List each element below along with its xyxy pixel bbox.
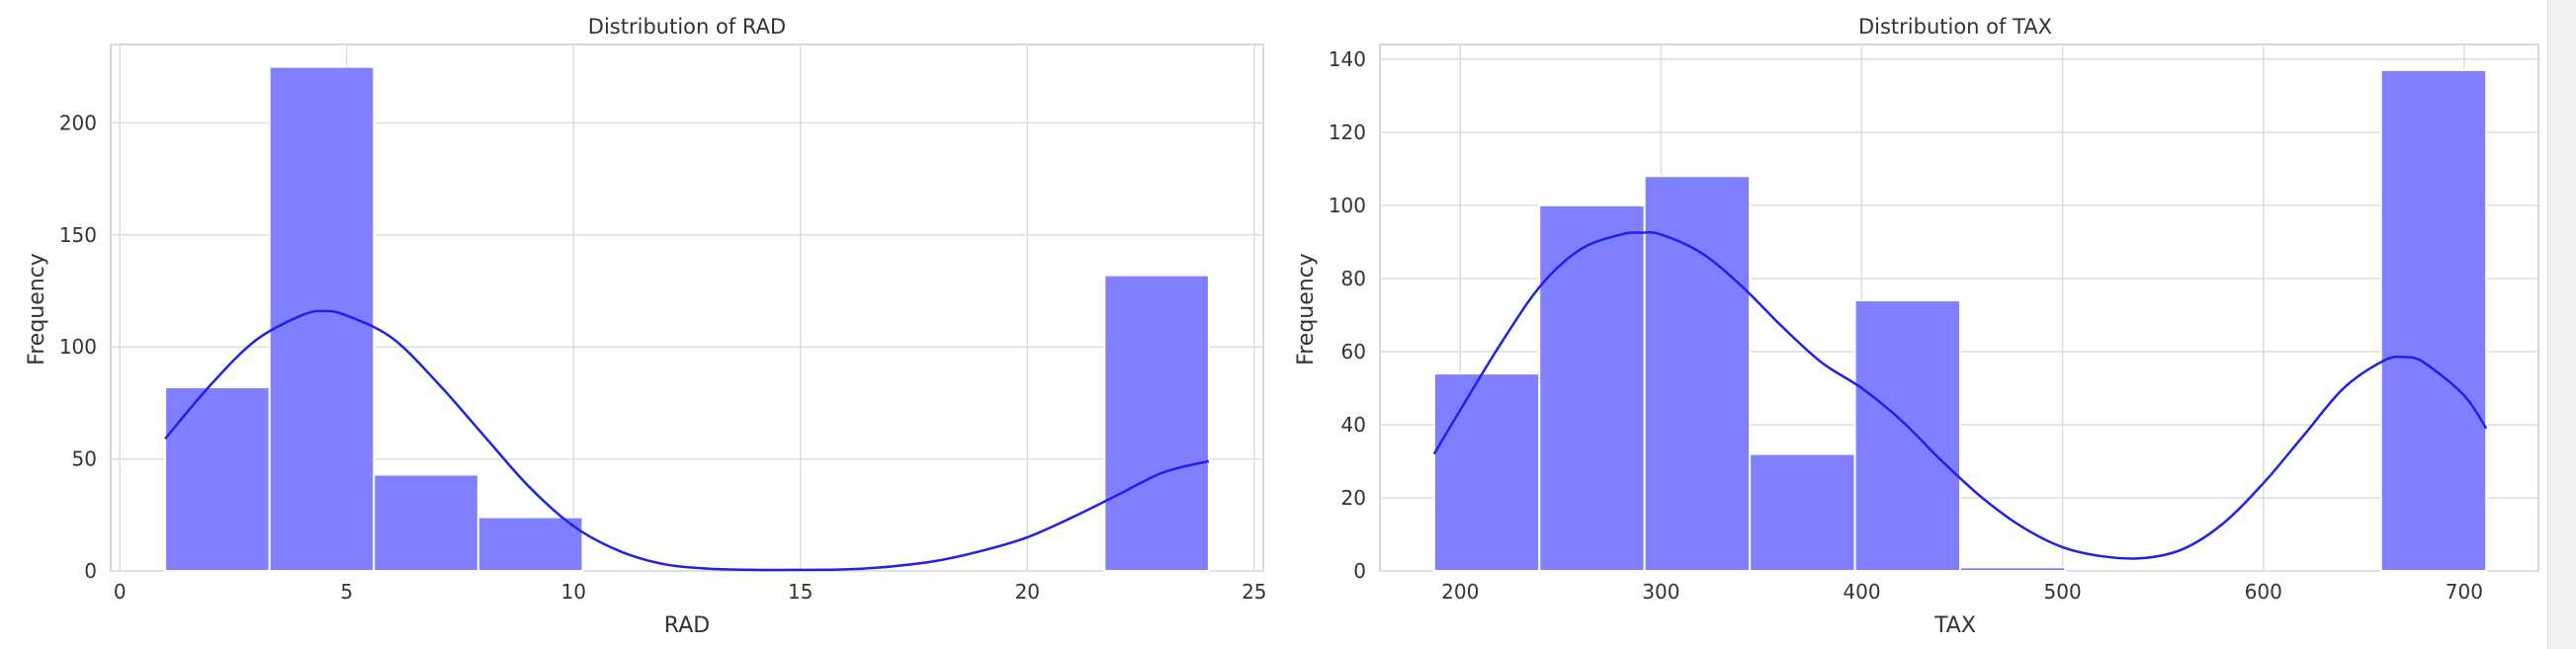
rad-x-tick-label: 20 bbox=[1015, 580, 1040, 604]
rad-histogram-bar bbox=[164, 386, 271, 572]
tax-histogram-bar bbox=[1959, 566, 2067, 572]
tax-histogram-bar bbox=[2379, 68, 2488, 572]
tax-histogram-bar bbox=[1853, 299, 1962, 572]
tax-x-tick-label: 500 bbox=[2044, 580, 2082, 604]
tax-y-tick-label: 100 bbox=[1329, 194, 1366, 217]
rad-x-tick-label: 5 bbox=[340, 580, 353, 604]
rad-histogram-bar bbox=[1103, 274, 1210, 572]
tax-chart-title: Distribution of TAX bbox=[1858, 15, 2052, 39]
rad-chart-title: Distribution of RAD bbox=[588, 15, 786, 39]
tax-histogram-chart: 0 20 40 60 80 100 120 140 200 300 400 500 600 700 Dis… bbox=[1294, 15, 2539, 638]
tax-x-tick-label: 400 bbox=[1843, 580, 1880, 604]
tax-y-tick-label: 60 bbox=[1341, 340, 1366, 364]
tax-x-tick-label: 200 bbox=[1441, 580, 1479, 604]
tax-x-axis-label: TAX bbox=[1933, 613, 1976, 638]
rad-y-tick-label: 0 bbox=[84, 559, 97, 583]
rad-histogram-bar bbox=[373, 473, 479, 573]
tax-y-tick-label: 20 bbox=[1341, 486, 1366, 510]
rad-kde-line bbox=[164, 309, 1210, 572]
tax-kde-line bbox=[1432, 231, 2488, 560]
tax-histogram-bar bbox=[1749, 452, 1856, 572]
tax-y-tick-label: 0 bbox=[1353, 559, 1366, 583]
tax-histogram-bar bbox=[1538, 203, 1646, 572]
tax-y-tick-label: 40 bbox=[1341, 413, 1366, 437]
rad-x-axis-label: RAD bbox=[664, 613, 710, 638]
tax-x-tick-label: 700 bbox=[2446, 580, 2483, 604]
rad-x-tick-label: 15 bbox=[788, 580, 813, 604]
rad-plot-area: 0 50 100 150 200 0 5 10 15 20 25 bbox=[59, 43, 1267, 604]
tax-histogram-bar bbox=[1432, 372, 1541, 572]
tax-plot-area: 0 20 40 60 80 100 120 140 200 300 400 500 600 700 bbox=[1329, 43, 2539, 604]
rad-y-tick-label: 150 bbox=[59, 223, 97, 247]
tax-y-tick-label: 120 bbox=[1329, 121, 1366, 144]
rad-x-tick-label: 0 bbox=[114, 580, 127, 604]
tax-y-tick-label: 80 bbox=[1341, 267, 1366, 290]
rad-y-tick-label: 200 bbox=[59, 111, 97, 134]
rad-y-tick-label: 50 bbox=[72, 447, 97, 471]
tax-x-tick-label: 300 bbox=[1642, 580, 1679, 604]
rad-x-tick-label: 10 bbox=[561, 580, 586, 604]
tax-y-tick-label: 140 bbox=[1329, 47, 1366, 71]
tax-x-tick-label: 600 bbox=[2245, 580, 2282, 604]
rad-y-axis-label: Frequency bbox=[25, 253, 49, 365]
rad-y-tick-label: 100 bbox=[59, 335, 97, 359]
rad-histogram-bar bbox=[476, 516, 584, 573]
rad-histogram-chart: 0 50 100 150 200 0 5 10 15 20 25 Distribution of R… bbox=[25, 15, 1267, 638]
tax-y-axis-label: Frequency bbox=[1294, 253, 1319, 365]
tax-histogram-bar bbox=[1643, 175, 1752, 572]
rad-x-tick-label: 25 bbox=[1242, 580, 1266, 604]
page-scrollbar[interactable] bbox=[2547, 0, 2576, 649]
